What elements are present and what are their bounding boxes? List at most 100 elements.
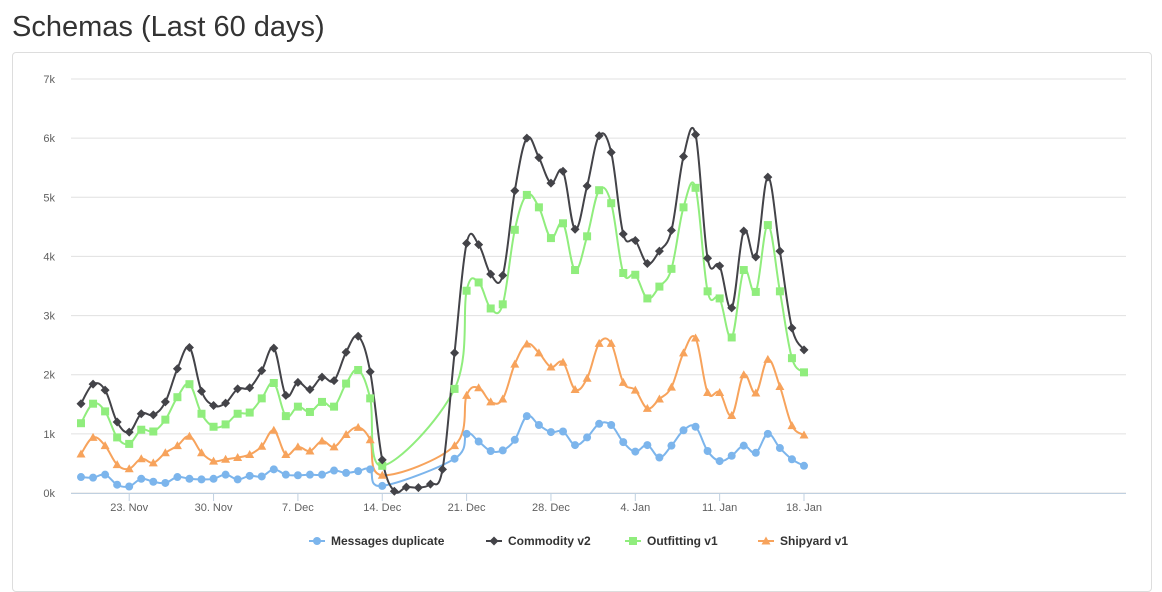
data-point-messages-duplicate[interactable]: [631, 447, 640, 456]
data-point-shipyard-v1[interactable]: [534, 348, 544, 357]
data-point-shipyard-v1[interactable]: [245, 450, 255, 459]
data-point-shipyard-v1[interactable]: [679, 348, 688, 357]
data-point-commodity-v2[interactable]: [293, 377, 303, 387]
series-line-outfitting-v1[interactable]: [80, 181, 805, 467]
data-point-commodity-v2[interactable]: [522, 133, 532, 143]
data-point-shipyard-v1[interactable]: [799, 430, 809, 439]
data-point-commodity-v2[interactable]: [438, 464, 447, 474]
data-point-commodity-v2[interactable]: [245, 383, 255, 393]
data-point-commodity-v2[interactable]: [76, 399, 86, 409]
data-point-outfitting-v1[interactable]: [583, 232, 592, 241]
data-point-messages-duplicate[interactable]: [281, 470, 290, 479]
data-point-messages-duplicate[interactable]: [486, 447, 495, 456]
data-point-commodity-v2[interactable]: [209, 400, 219, 410]
data-point-commodity-v2[interactable]: [462, 238, 472, 248]
data-point-shipyard-v1[interactable]: [317, 436, 327, 445]
data-point-commodity-v2[interactable]: [317, 372, 327, 382]
data-point-outfitting-v1[interactable]: [546, 234, 555, 243]
data-point-commodity-v2[interactable]: [136, 409, 146, 419]
data-point-messages-duplicate[interactable]: [474, 437, 483, 446]
data-point-commodity-v2[interactable]: [401, 482, 411, 492]
data-point-messages-duplicate[interactable]: [667, 441, 676, 450]
data-point-messages-duplicate[interactable]: [522, 412, 531, 421]
data-point-commodity-v2[interactable]: [739, 226, 749, 236]
data-point-shipyard-v1[interactable]: [221, 454, 231, 463]
data-point-commodity-v2[interactable]: [703, 253, 713, 263]
data-point-commodity-v2[interactable]: [510, 186, 520, 196]
data-point-shipyard-v1[interactable]: [462, 390, 472, 399]
data-point-commodity-v2[interactable]: [751, 252, 761, 262]
data-point-commodity-v2[interactable]: [606, 147, 616, 157]
data-point-shipyard-v1[interactable]: [558, 357, 568, 366]
data-point-shipyard-v1[interactable]: [148, 458, 158, 467]
data-point-outfitting-v1[interactable]: [739, 266, 748, 275]
data-point-shipyard-v1[interactable]: [510, 359, 520, 368]
data-point-commodity-v2[interactable]: [184, 343, 194, 353]
data-point-messages-duplicate[interactable]: [354, 467, 363, 476]
data-point-commodity-v2[interactable]: [582, 181, 592, 191]
data-point-shipyard-v1[interactable]: [522, 339, 532, 348]
data-point-outfitting-v1[interactable]: [318, 397, 326, 406]
series-line-commodity-v2[interactable]: [80, 126, 805, 494]
data-point-commodity-v2[interactable]: [329, 376, 339, 386]
data-point-commodity-v2[interactable]: [425, 479, 435, 489]
data-point-messages-duplicate[interactable]: [546, 428, 555, 437]
data-point-outfitting-v1[interactable]: [667, 264, 676, 273]
data-point-outfitting-v1[interactable]: [173, 393, 182, 402]
data-point-shipyard-v1[interactable]: [353, 422, 363, 431]
data-point-outfitting-v1[interactable]: [185, 380, 194, 389]
data-point-commodity-v2[interactable]: [486, 269, 496, 279]
data-point-messages-duplicate[interactable]: [679, 426, 688, 435]
data-point-commodity-v2[interactable]: [715, 261, 725, 271]
data-point-commodity-v2[interactable]: [100, 385, 110, 395]
data-point-shipyard-v1[interactable]: [100, 441, 110, 450]
data-point-messages-duplicate[interactable]: [197, 475, 206, 484]
data-point-shipyard-v1[interactable]: [691, 333, 701, 342]
data-point-commodity-v2[interactable]: [305, 385, 315, 394]
data-point-shipyard-v1[interactable]: [546, 362, 556, 371]
data-point-shipyard-v1[interactable]: [281, 450, 291, 459]
data-point-shipyard-v1[interactable]: [257, 441, 267, 450]
data-point-messages-duplicate[interactable]: [149, 477, 158, 486]
data-point-commodity-v2[interactable]: [281, 390, 291, 400]
data-point-outfitting-v1[interactable]: [330, 402, 339, 411]
data-point-commodity-v2[interactable]: [377, 455, 387, 465]
data-point-outfitting-v1[interactable]: [149, 427, 158, 436]
data-point-outfitting-v1[interactable]: [221, 420, 230, 429]
data-point-shipyard-v1[interactable]: [763, 354, 773, 363]
data-point-messages-duplicate[interactable]: [691, 422, 700, 431]
data-point-messages-duplicate[interactable]: [775, 444, 784, 453]
data-point-messages-duplicate[interactable]: [727, 451, 736, 460]
data-point-messages-duplicate[interactable]: [703, 447, 712, 456]
data-point-messages-duplicate[interactable]: [534, 420, 543, 429]
data-point-commodity-v2[interactable]: [763, 172, 773, 182]
data-point-outfitting-v1[interactable]: [775, 287, 784, 296]
data-point-outfitting-v1[interactable]: [619, 268, 628, 277]
data-point-messages-duplicate[interactable]: [571, 441, 580, 450]
data-point-messages-duplicate[interactable]: [619, 438, 628, 447]
data-point-outfitting-v1[interactable]: [366, 394, 375, 403]
data-point-outfitting-v1[interactable]: [486, 304, 495, 313]
data-point-messages-duplicate[interactable]: [101, 470, 110, 479]
data-point-messages-duplicate[interactable]: [800, 461, 808, 470]
data-point-messages-duplicate[interactable]: [173, 473, 182, 482]
data-point-outfitting-v1[interactable]: [257, 394, 266, 403]
data-point-outfitting-v1[interactable]: [571, 266, 580, 275]
data-point-commodity-v2[interactable]: [257, 366, 267, 376]
data-point-outfitting-v1[interactable]: [703, 287, 712, 296]
data-point-messages-duplicate[interactable]: [378, 481, 387, 490]
data-point-outfitting-v1[interactable]: [209, 422, 218, 431]
data-point-messages-duplicate[interactable]: [763, 429, 772, 438]
data-point-outfitting-v1[interactable]: [233, 409, 242, 418]
data-point-outfitting-v1[interactable]: [137, 425, 146, 434]
data-point-shipyard-v1[interactable]: [594, 338, 604, 347]
series-line-shipyard-v1[interactable]: [80, 335, 805, 477]
data-point-shipyard-v1[interactable]: [124, 464, 134, 473]
legend-item-commodity-v2[interactable]: Commodity v2: [486, 534, 591, 548]
data-point-shipyard-v1[interactable]: [377, 470, 387, 479]
data-point-messages-duplicate[interactable]: [257, 472, 266, 481]
data-point-messages-duplicate[interactable]: [269, 465, 278, 474]
data-point-commodity-v2[interactable]: [365, 367, 375, 377]
data-point-outfitting-v1[interactable]: [197, 409, 206, 418]
data-point-outfitting-v1[interactable]: [727, 333, 736, 342]
